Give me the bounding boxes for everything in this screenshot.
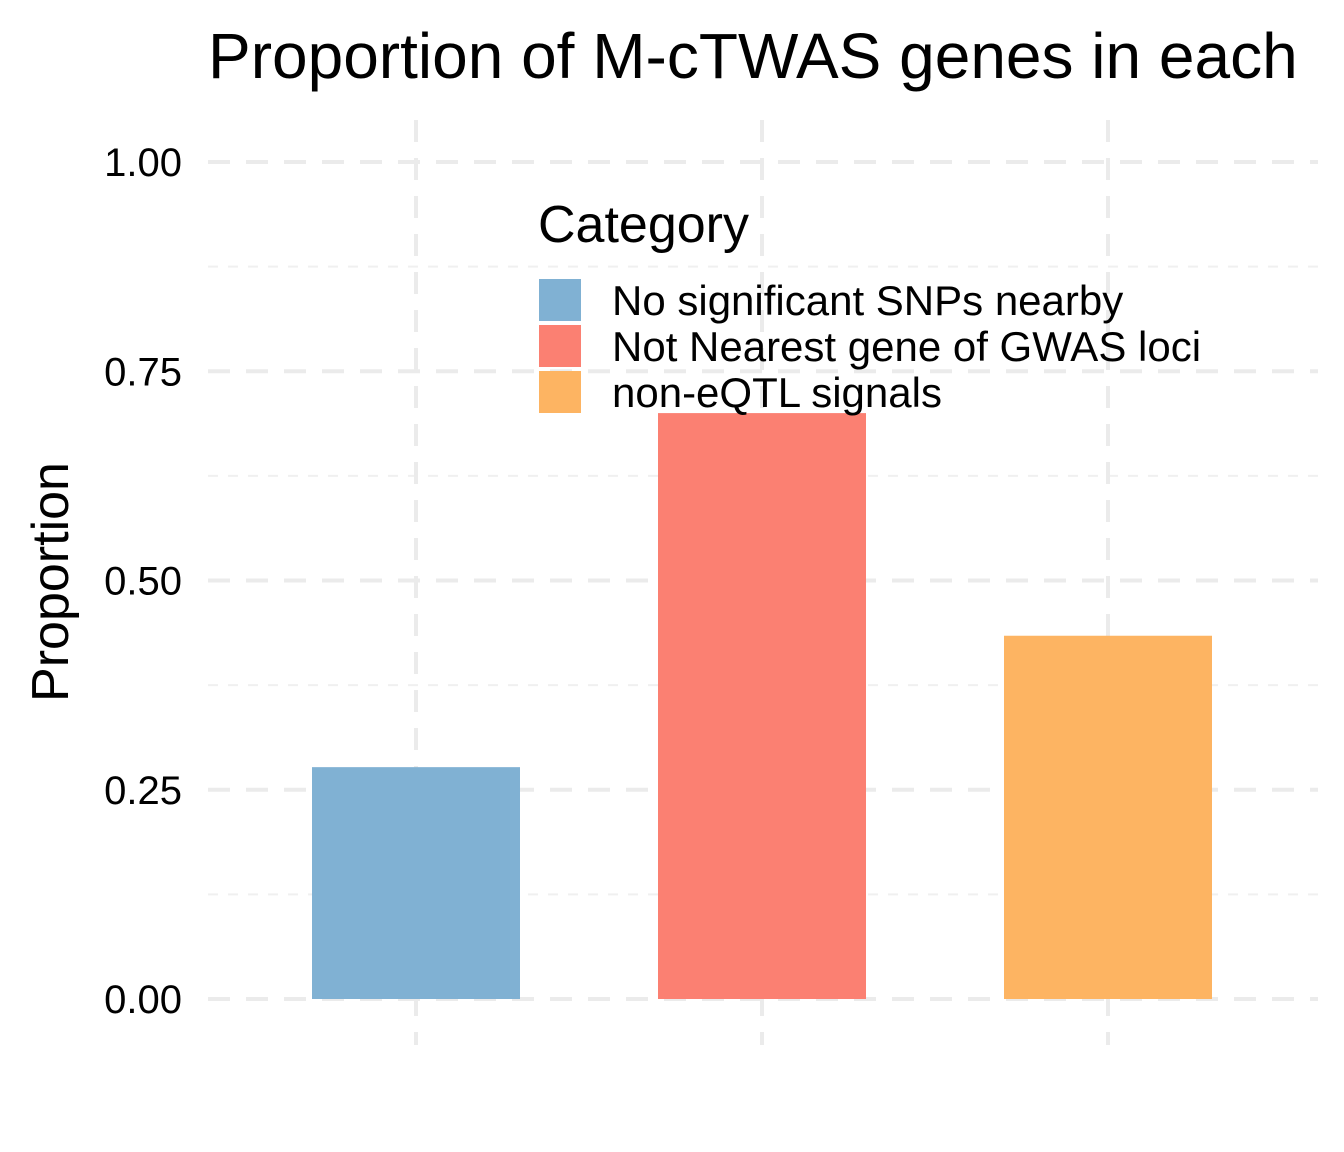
y-tick-label: 0.00 xyxy=(104,978,182,1022)
legend-key-3 xyxy=(539,371,581,413)
y-tick-label: 0.75 xyxy=(104,350,182,394)
legend-title: Category xyxy=(538,196,749,254)
legend-key-1 xyxy=(539,279,581,321)
chart-title: Proportion of M-cTWAS genes in each xyxy=(208,20,1298,92)
bar-2 xyxy=(658,413,866,1000)
legend-label-1: No significant SNPs nearby xyxy=(612,277,1123,324)
y-tick-label: 0.25 xyxy=(104,769,182,813)
y-tick-label: 0.50 xyxy=(104,560,182,604)
legend-key-2 xyxy=(539,325,581,367)
legend-label-3: non-eQTL signals xyxy=(612,369,942,416)
bar-1 xyxy=(312,767,520,999)
y-axis-ticks: 0.00 0.25 0.50 0.75 1.00 xyxy=(104,141,182,1022)
bar-3 xyxy=(1004,635,1212,999)
legend-label-2: Not Nearest gene of GWAS loci xyxy=(612,323,1201,370)
bars xyxy=(312,413,1212,1000)
y-axis-title: Proportion xyxy=(22,462,80,702)
y-tick-label: 1.00 xyxy=(104,141,182,185)
